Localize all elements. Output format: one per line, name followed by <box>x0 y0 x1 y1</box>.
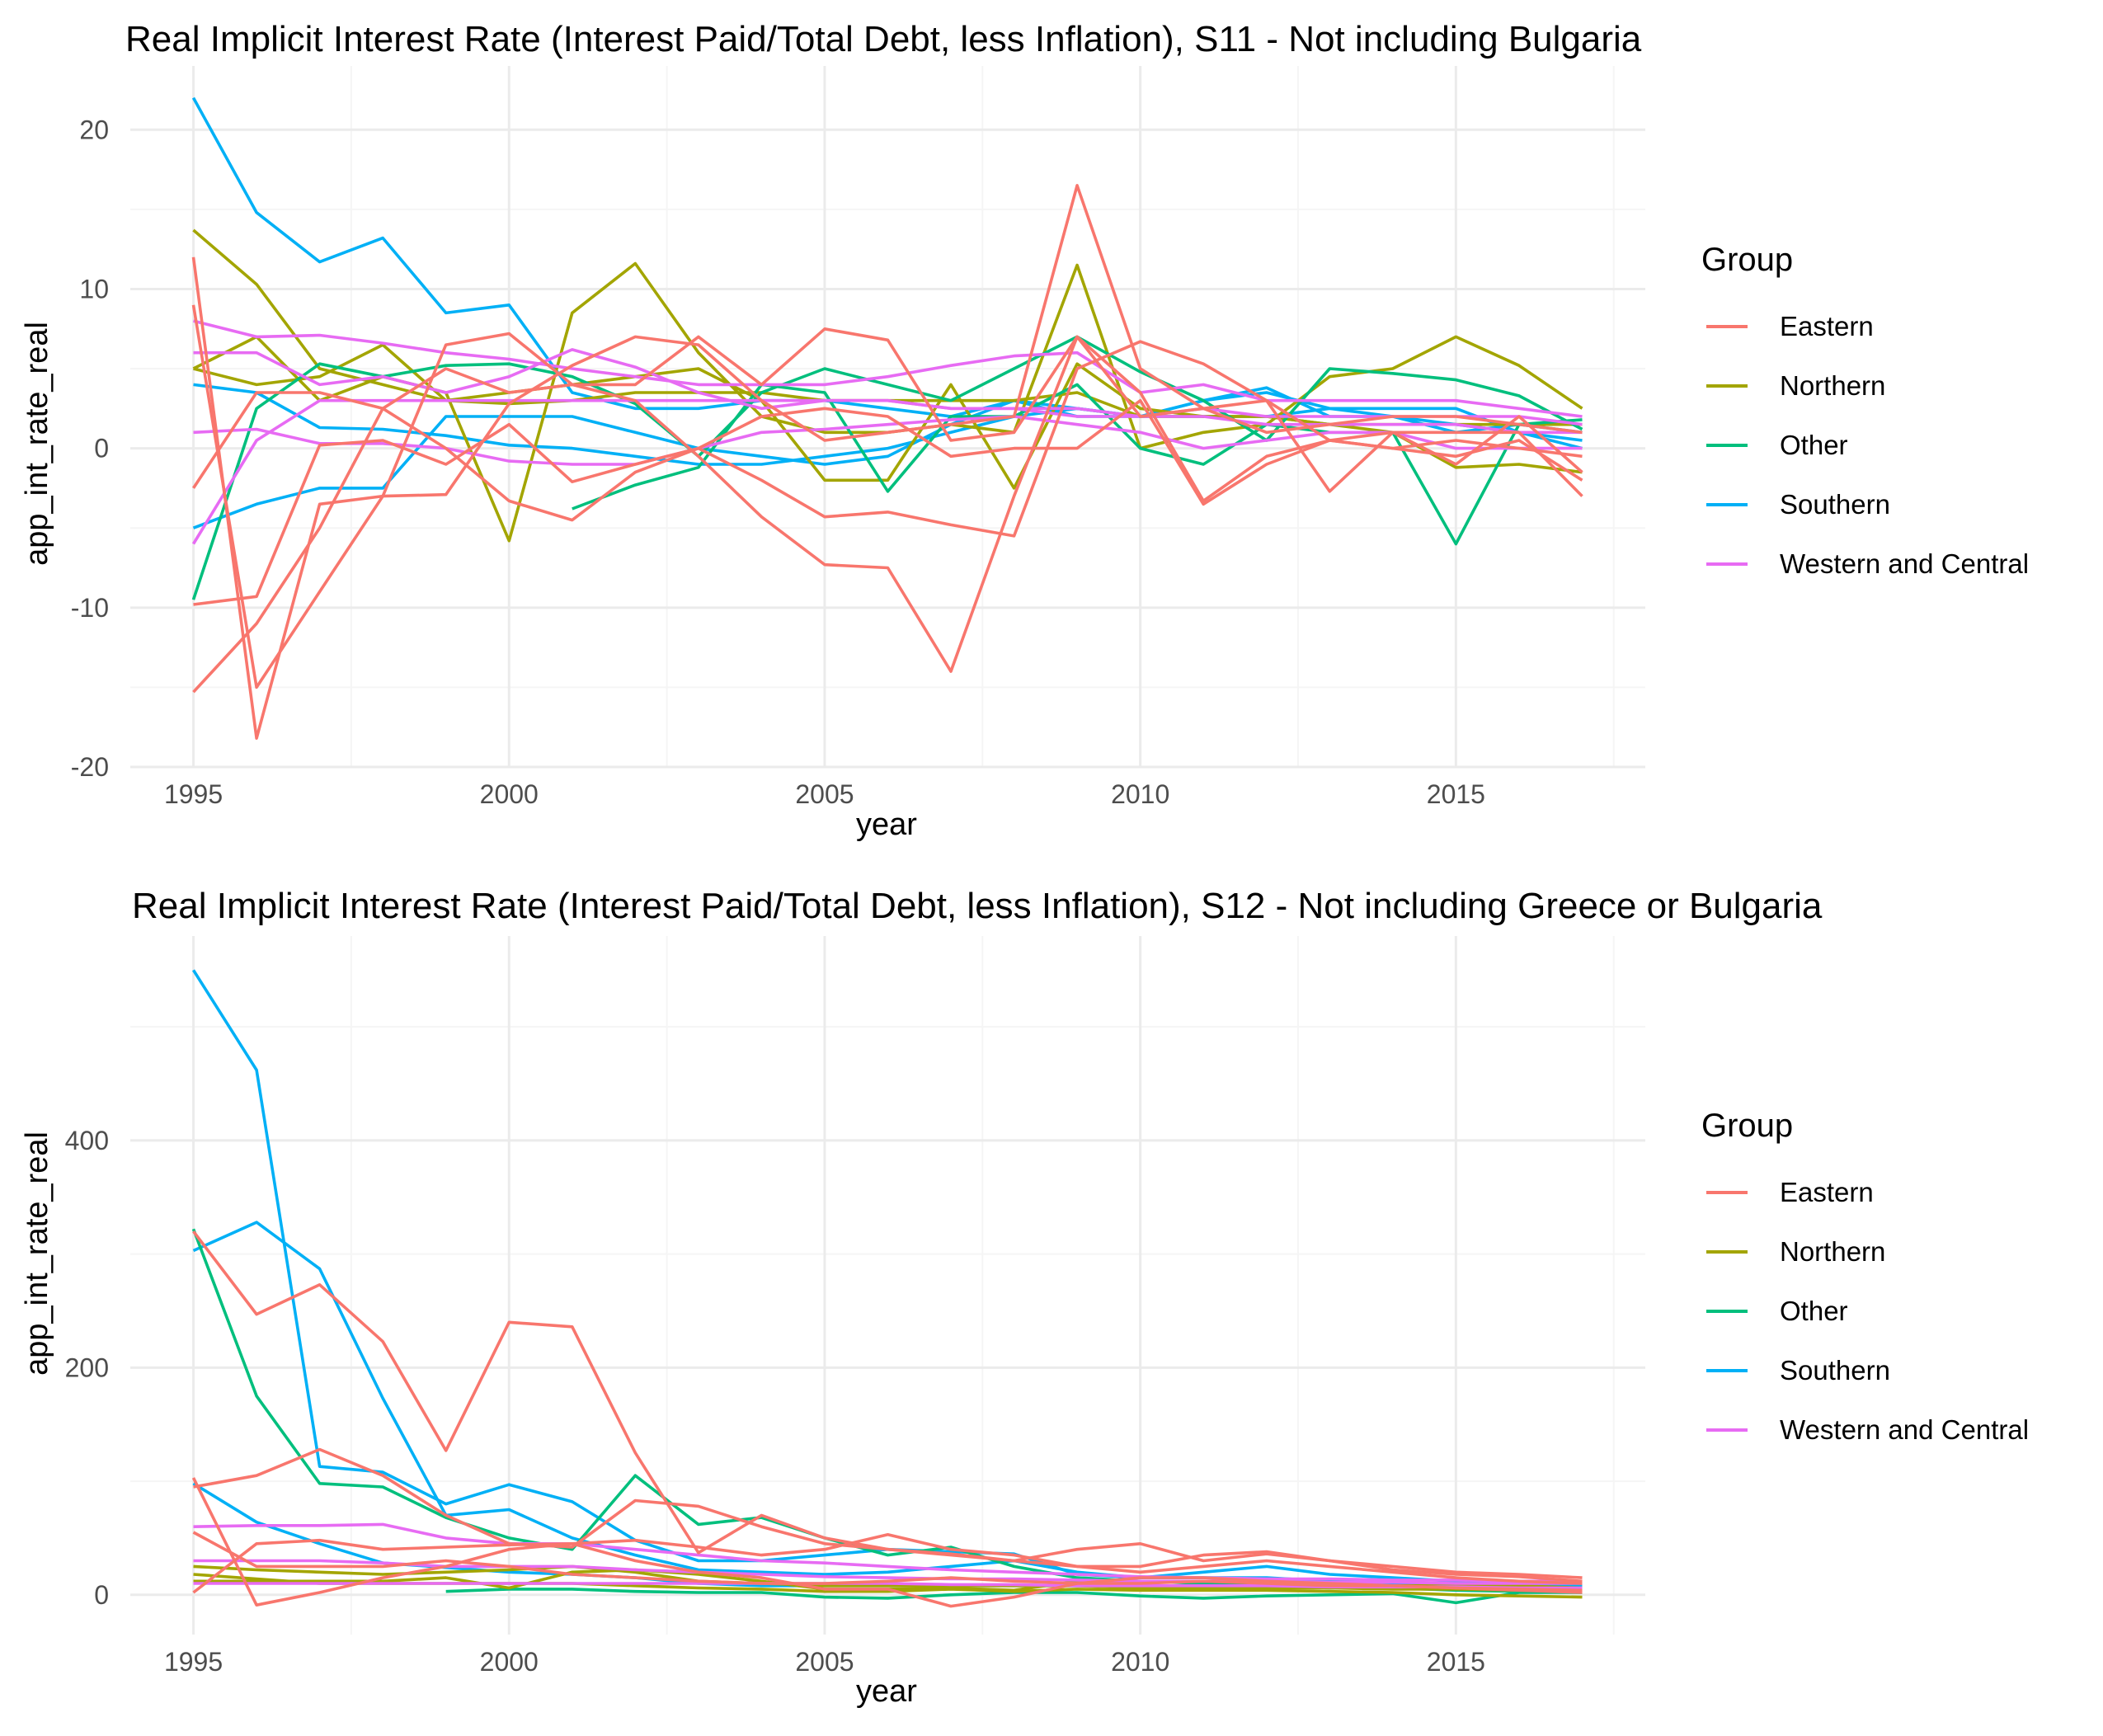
x-tick-label: 1995 <box>164 1647 223 1677</box>
legend: Group Eastern Northern Other Southern Wester… <box>1701 1108 2029 1445</box>
y-tick-label: -10 <box>71 593 109 623</box>
plot-lines <box>191 96 1583 740</box>
legend-items: Eastern Northern Other Southern Western and … <box>1706 311 2029 579</box>
legend-label: Western and Central <box>1780 1414 2029 1445</box>
chart-title: Real Implicit Interest Rate (Interest Pa… <box>132 886 1823 926</box>
series-line-western-and-central <box>193 319 1583 418</box>
x-tick-label: 1995 <box>164 779 223 809</box>
legend-label: Northern <box>1780 370 1885 401</box>
chart-panel-s12: Real Implicit Interest Rate (Interest Pa… <box>20 886 2029 1709</box>
series-line-western-and-central <box>191 398 1583 545</box>
legend-label: Southern <box>1780 489 1890 520</box>
series-line-eastern <box>192 1538 1583 1608</box>
x-tick-labels: 1995 2000 2005 2010 2015 <box>164 1647 1485 1677</box>
legend-label: Other <box>1780 430 1848 460</box>
legend-label: Eastern <box>1780 311 1874 341</box>
series-line-eastern <box>192 335 1583 694</box>
series-line-eastern <box>191 184 1583 740</box>
series-line-western-and-central <box>193 1522 1583 1583</box>
x-tick-labels: 1995 2000 2005 2010 2015 <box>164 779 1485 809</box>
legend: Group Eastern Northern Other Southern Wester… <box>1701 242 2029 579</box>
chart-panel-s11: Real Implicit Interest Rate (Interest Pa… <box>20 19 2029 842</box>
x-axis-title: year <box>856 807 917 842</box>
legend-label: Northern <box>1780 1236 1885 1267</box>
y-tick-label: 0 <box>94 434 109 463</box>
legend-title: Group <box>1701 242 1793 278</box>
legend-label: Western and Central <box>1780 548 2029 579</box>
x-tick-label: 2010 <box>1111 1647 1169 1677</box>
x-tick-label: 2000 <box>480 1647 539 1677</box>
y-tick-label: 400 <box>65 1126 109 1155</box>
x-tick-label: 2015 <box>1427 779 1485 809</box>
x-tick-label: 2010 <box>1111 779 1169 809</box>
x-axis-title: year <box>856 1674 917 1709</box>
series-line-western-and-central <box>193 415 1583 466</box>
series-line-eastern <box>193 398 1583 606</box>
y-axis-title: app_int_rate_real <box>20 322 54 566</box>
y-tick-label: -20 <box>71 752 109 782</box>
series-line-other <box>191 335 1583 600</box>
legend-label: Eastern <box>1780 1177 1874 1207</box>
y-tick-labels: -20 -10 0 10 20 <box>71 115 109 782</box>
legend-label: Other <box>1780 1296 1848 1326</box>
y-tick-label: 0 <box>94 1580 109 1610</box>
legend-label: Southern <box>1780 1355 1890 1386</box>
plot-lines <box>191 969 1583 1608</box>
legend-items: Eastern Northern Other Southern Western and … <box>1706 1177 2029 1445</box>
x-tick-label: 2005 <box>795 1647 854 1677</box>
series-line-eastern <box>191 1477 1583 1607</box>
x-tick-label: 2015 <box>1427 1647 1485 1677</box>
series-line-western-and-central <box>193 1559 1583 1585</box>
series-line-southern <box>191 96 1583 442</box>
y-tick-labels: 0 200 400 <box>65 1126 109 1610</box>
y-tick-label: 20 <box>79 115 109 144</box>
chart-title: Real Implicit Interest Rate (Interest Pa… <box>125 19 1642 59</box>
series-line-eastern <box>192 1531 1583 1593</box>
x-tick-label: 2005 <box>795 779 854 809</box>
y-tick-label: 10 <box>79 274 109 303</box>
x-tick-label: 2000 <box>480 779 539 809</box>
y-axis-title: app_int_rate_real <box>20 1131 54 1376</box>
y-tick-label: 200 <box>65 1353 109 1382</box>
legend-title: Group <box>1701 1108 1793 1144</box>
series-line-other <box>572 383 1583 546</box>
series-line-eastern <box>193 1447 1583 1579</box>
series-line-eastern <box>191 304 1583 689</box>
plot-grid <box>130 936 1645 1635</box>
